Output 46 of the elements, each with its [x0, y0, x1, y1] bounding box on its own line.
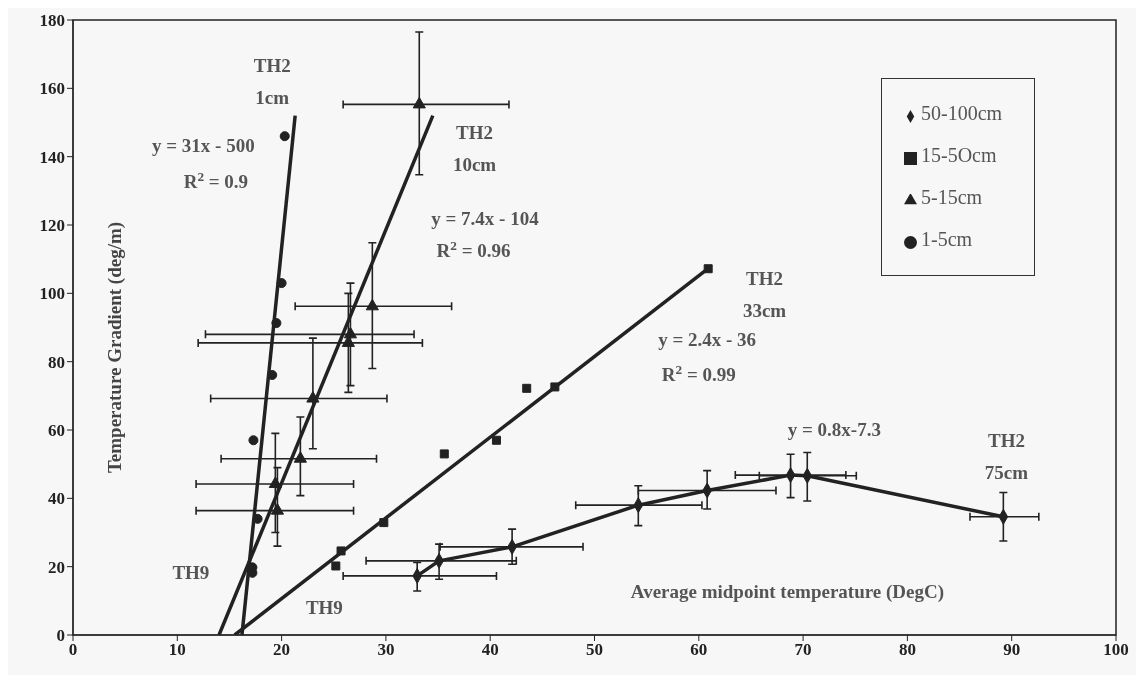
- y-tick-label: 0: [56, 626, 65, 646]
- annotation: R$^{2}$ = 0.99: [661, 361, 736, 385]
- y-tick-label: 140: [39, 147, 65, 167]
- x-tick-label: 80: [898, 640, 916, 660]
- point: [248, 435, 259, 446]
- legend-label: 50-100cm: [921, 102, 1003, 124]
- point: [331, 561, 341, 571]
- annotation: TH2 75cm: [984, 430, 1029, 484]
- annotation: y = 2.4x - 36: [658, 329, 757, 351]
- annotation: TH2 10cm: [452, 122, 497, 176]
- annotation: TH2 1cm: [253, 54, 291, 108]
- x-tick-label: 10: [168, 640, 186, 660]
- x-tick-label: 60: [690, 640, 708, 660]
- annotation: y = 0.8x-7.3: [787, 419, 881, 441]
- y-tick-label: 160: [39, 79, 65, 99]
- y-tick-label: 20: [48, 557, 65, 577]
- annotation: TH9: [172, 561, 210, 583]
- y-tick-label: 100: [39, 284, 65, 304]
- x-tick-label: 90: [1003, 640, 1021, 660]
- x-tick-label: 40: [481, 640, 499, 660]
- point: [491, 435, 501, 445]
- x-tick-label: 50: [586, 640, 603, 660]
- y-axis-title: Temperature Gradient (deg/m): [104, 221, 126, 474]
- annotation: TH9: [305, 596, 343, 618]
- x-axis-title: Average midpoint temperature (DegC): [630, 581, 945, 604]
- point: [439, 449, 449, 459]
- x-tick-label: 30: [377, 640, 395, 660]
- annotation: TH2 33cm: [742, 267, 787, 321]
- annotation: R$^{2}$ = 0.96: [436, 237, 511, 262]
- y-tick-label: 40: [48, 489, 65, 509]
- annotation: y = 7.4x - 104: [431, 207, 540, 229]
- x-tick-label: 70: [794, 640, 812, 660]
- legend-label: 5-15cm: [921, 186, 983, 208]
- x-tick-label: 100: [1103, 640, 1129, 660]
- y-tick-label: 60: [48, 421, 65, 441]
- x-tick-label: 0: [68, 640, 78, 660]
- point: [522, 383, 532, 393]
- y-tick-label: 180: [39, 11, 65, 31]
- y-tick-label: 80: [48, 352, 65, 372]
- legend-label: 1-5cm: [921, 228, 973, 250]
- annotation: y = 31x - 500: [152, 135, 255, 157]
- annotation: R$^{2}$ = 0.9: [183, 168, 249, 192]
- legend-label: 15-5Ocm: [921, 144, 997, 166]
- x-tick-label: 20: [273, 640, 291, 660]
- y-tick-label: 120: [39, 216, 65, 236]
- point: [279, 131, 290, 142]
